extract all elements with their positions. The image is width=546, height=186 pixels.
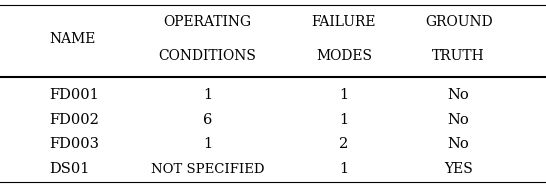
Text: 1: 1 (340, 88, 348, 102)
Text: 1: 1 (203, 137, 212, 151)
Text: MODES: MODES (316, 49, 372, 63)
Text: 1: 1 (203, 88, 212, 102)
Text: FD001: FD001 (49, 88, 99, 102)
Text: FD003: FD003 (49, 137, 99, 151)
Text: TRUTH: TRUTH (432, 49, 485, 63)
Text: 1: 1 (340, 162, 348, 176)
Text: NOT SPECIFIED: NOT SPECIFIED (151, 163, 264, 176)
Text: No: No (448, 88, 470, 102)
Text: 6: 6 (203, 113, 212, 127)
Text: 2: 2 (340, 137, 348, 151)
Text: No: No (448, 113, 470, 127)
Text: FAILURE: FAILURE (312, 15, 376, 29)
Text: No: No (448, 137, 470, 151)
Text: DS01: DS01 (49, 162, 90, 176)
Text: 1: 1 (340, 113, 348, 127)
Text: OPERATING: OPERATING (163, 15, 252, 29)
Text: CONDITIONS: CONDITIONS (158, 49, 257, 63)
Text: FD002: FD002 (49, 113, 99, 127)
Text: NAME: NAME (49, 32, 96, 46)
Text: YES: YES (444, 162, 473, 176)
Text: GROUND: GROUND (425, 15, 492, 29)
